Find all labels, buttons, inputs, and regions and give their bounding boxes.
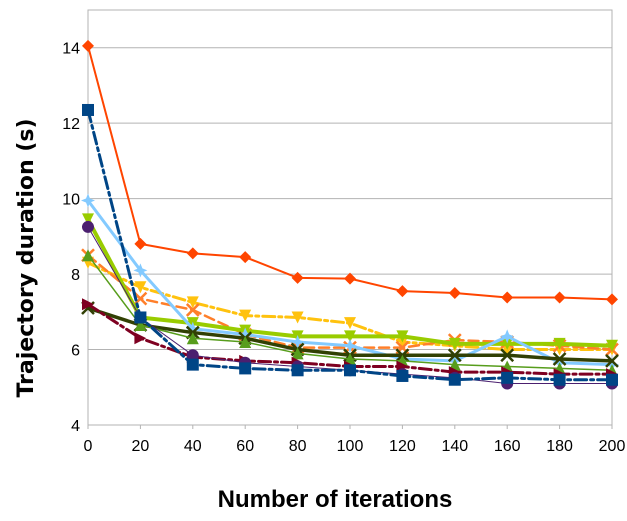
data-point [81,193,95,208]
data-point [344,352,356,365]
data-point [290,335,305,349]
y-axis-label: Trajectory duration (s) [14,118,39,397]
x-axis-label: Number of iterations [218,486,453,513]
data-point [238,327,253,342]
x-axis-ticks: 0 20 40 60 80 100 120 140 160 180 200 [84,425,626,455]
data-point [82,39,94,52]
data-point [500,348,515,363]
y-tick-label: 4 [71,418,80,435]
data-point [134,319,147,332]
x-tick-label: 100 [337,438,364,455]
x-tick-label: 140 [441,438,468,455]
data-point [185,321,200,336]
data-point [552,352,567,366]
data-point [291,364,304,377]
y-tick-label: 8 [71,267,80,284]
data-point [186,296,199,309]
data-point [82,213,94,226]
data-point [501,371,514,384]
data-point [82,298,94,311]
data-point [448,373,461,386]
data-point [396,285,409,298]
data-point [134,281,147,294]
data-point [606,293,618,306]
data-point [291,311,304,324]
data-point [396,330,409,343]
x-tick-label: 20 [132,438,150,455]
data-point [134,237,147,250]
data-point [344,317,356,330]
x-tick-label: 160 [494,438,521,455]
data-point [447,348,462,363]
data-point [344,272,356,285]
x-tick-label: 180 [546,438,573,455]
x-tick-label: 60 [236,438,254,455]
data-point [606,339,618,352]
data-point [82,220,94,233]
data-point [344,330,356,343]
data-point [501,337,514,350]
y-tick-label: 12 [62,116,80,133]
data-point [82,103,94,116]
data-point [553,337,566,350]
data-point [344,364,356,377]
data-point [239,336,252,348]
data-point [134,311,147,324]
x-tick-label: 40 [184,438,202,455]
data-point [553,291,566,304]
data-point [186,349,199,362]
x-tick-label: 200 [599,438,626,455]
x-tick-label: 120 [389,438,416,455]
series-10 [82,103,618,386]
data-point [553,373,566,386]
data-point [291,347,304,360]
data-point [186,332,199,345]
data-point [448,358,461,371]
data-point [239,362,252,375]
data-point [501,291,514,304]
data-point [448,337,461,350]
series-line [87,44,613,301]
data-point [186,247,199,260]
y-axis-ticks: 4 6 8 10 12 14 [62,41,80,435]
data-point [133,263,148,278]
data-point [343,338,357,353]
data-point [239,309,252,322]
data-point [134,332,147,345]
data-point [82,249,94,262]
data-point [396,369,409,382]
data-point [291,271,304,284]
data-point [500,329,515,344]
y-tick-label: 10 [62,192,80,209]
x-tick-label: 80 [289,438,307,455]
data-point [605,353,619,368]
y-tick-label: 6 [71,343,80,360]
series-1 [82,39,618,306]
data-point [185,303,200,317]
data-point [448,286,461,299]
x-tick-label: 0 [84,438,93,455]
data-point [606,373,618,386]
data-point [186,358,199,371]
data-point [239,251,252,264]
y-tick-label: 14 [62,41,80,58]
plot-area [81,39,619,390]
